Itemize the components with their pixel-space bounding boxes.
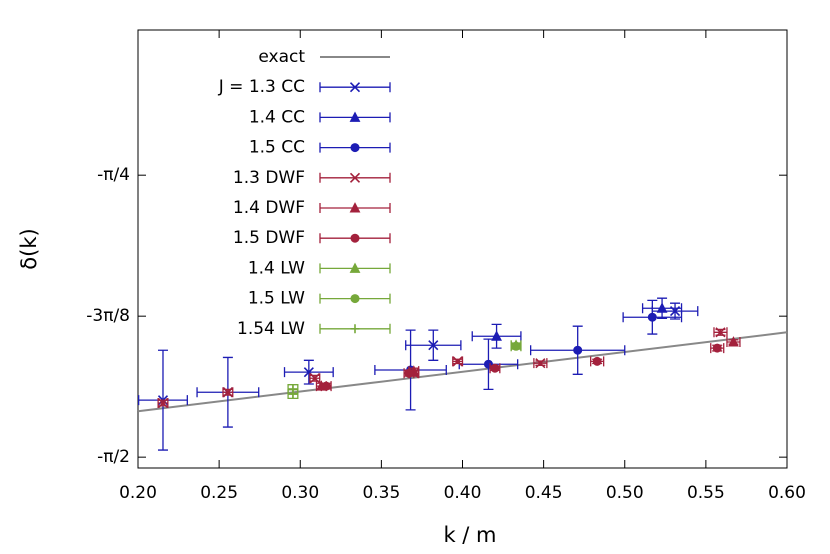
marker [490, 363, 500, 373]
y-axis-label: δ(k) [17, 228, 41, 269]
marker [309, 373, 320, 384]
legend-label: 1.4 DWF [233, 198, 305, 218]
x-tick-label: 0.30 [281, 483, 319, 503]
legend-marker [350, 294, 360, 304]
x-tick-label: 0.35 [362, 483, 400, 503]
legend-marker [349, 202, 361, 213]
marker [647, 312, 657, 322]
x-axis-label: k / m [443, 523, 496, 547]
marker [715, 327, 726, 338]
legend-label: exact [258, 47, 305, 67]
x-tick-label: 0.55 [687, 483, 725, 503]
legend-label: 1.54 LW [237, 319, 305, 339]
x-tick-label: 0.45 [525, 483, 563, 503]
marker [157, 397, 169, 409]
marker [656, 302, 668, 313]
marker [573, 345, 583, 355]
legend-label: 1.3 DWF [233, 168, 305, 188]
y-tick-label: -π/4 [97, 165, 130, 185]
legend-marker [350, 233, 360, 243]
y-tick-label: -3π/8 [86, 306, 130, 326]
x-tick-label: 0.60 [768, 483, 806, 503]
exact-line [137, 331, 788, 413]
legend-label: 1.5 DWF [233, 228, 305, 248]
marker [321, 381, 331, 391]
marker [404, 368, 414, 378]
legend-marker [349, 82, 361, 93]
legend-marker [349, 172, 361, 183]
marker [428, 340, 439, 351]
x-tick-label: 0.25 [200, 483, 238, 503]
legend-label: 1.4 CC [249, 107, 305, 127]
legend-label: 1.5 LW [248, 289, 305, 309]
legend-label: J = 1.3 CC [218, 77, 305, 97]
legend-marker [349, 262, 361, 273]
marker [728, 336, 739, 347]
legend-label: 1.4 LW [248, 258, 305, 278]
y-tick-label: -π/2 [97, 447, 130, 467]
marker [452, 356, 463, 367]
x-tick-label: 0.20 [119, 483, 157, 503]
x-tick-label: 0.50 [606, 483, 644, 503]
marker [535, 358, 546, 369]
marker [288, 389, 298, 399]
marker [592, 356, 602, 366]
marker [712, 343, 722, 353]
marker [222, 387, 233, 398]
marker [491, 330, 502, 341]
legend-marker [349, 111, 361, 122]
legend-marker [350, 324, 360, 334]
legend-marker [350, 143, 360, 153]
legend-label: 1.5 CC [249, 138, 305, 158]
x-tick-label: 0.40 [444, 483, 482, 503]
marker [511, 341, 521, 351]
